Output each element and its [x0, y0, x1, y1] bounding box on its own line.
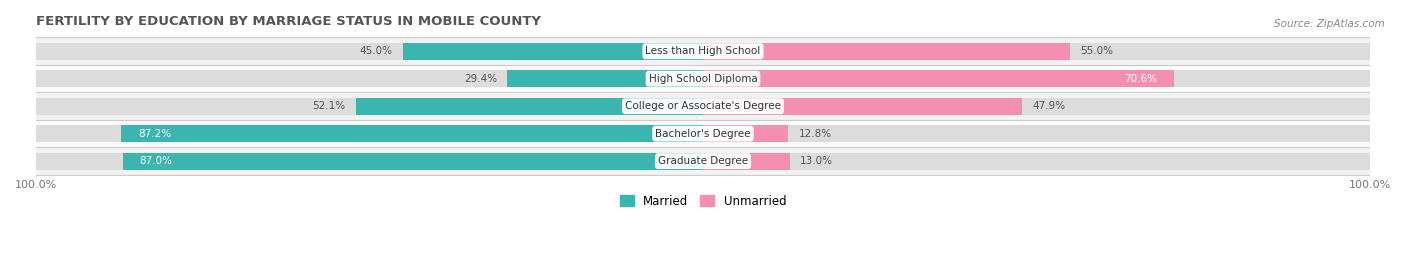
- Bar: [37, 98, 703, 115]
- Bar: [508, 70, 703, 87]
- Bar: [356, 98, 703, 115]
- Bar: [703, 70, 1369, 87]
- Bar: [703, 98, 1022, 115]
- Bar: [121, 125, 703, 142]
- Text: High School Diploma: High School Diploma: [648, 74, 758, 84]
- Text: 70.6%: 70.6%: [1125, 74, 1157, 84]
- Text: College or Associate's Degree: College or Associate's Degree: [626, 101, 780, 111]
- Bar: [703, 125, 789, 142]
- Text: 55.0%: 55.0%: [1080, 46, 1112, 56]
- Text: 13.0%: 13.0%: [800, 156, 832, 166]
- Text: 87.2%: 87.2%: [138, 129, 172, 139]
- Bar: [37, 120, 1369, 147]
- Bar: [703, 153, 790, 170]
- Bar: [37, 125, 703, 142]
- Text: Source: ZipAtlas.com: Source: ZipAtlas.com: [1274, 19, 1385, 29]
- Text: Bachelor's Degree: Bachelor's Degree: [655, 129, 751, 139]
- Text: 87.0%: 87.0%: [139, 156, 173, 166]
- Bar: [404, 43, 703, 60]
- Bar: [122, 153, 703, 170]
- Text: 47.9%: 47.9%: [1032, 101, 1066, 111]
- Text: 45.0%: 45.0%: [360, 46, 392, 56]
- Bar: [703, 98, 1369, 115]
- Bar: [37, 37, 1369, 65]
- Legend: Married, Unmarried: Married, Unmarried: [614, 190, 792, 213]
- Bar: [37, 153, 703, 170]
- Text: FERTILITY BY EDUCATION BY MARRIAGE STATUS IN MOBILE COUNTY: FERTILITY BY EDUCATION BY MARRIAGE STATU…: [37, 15, 541, 28]
- Bar: [703, 70, 1174, 87]
- Bar: [37, 70, 703, 87]
- Bar: [37, 93, 1369, 120]
- Bar: [703, 153, 1369, 170]
- Bar: [37, 43, 703, 60]
- Text: Graduate Degree: Graduate Degree: [658, 156, 748, 166]
- Text: 52.1%: 52.1%: [312, 101, 346, 111]
- Bar: [703, 43, 1070, 60]
- Bar: [37, 65, 1369, 93]
- Bar: [37, 147, 1369, 175]
- Text: Less than High School: Less than High School: [645, 46, 761, 56]
- Bar: [703, 43, 1369, 60]
- Text: 12.8%: 12.8%: [799, 129, 831, 139]
- Text: 29.4%: 29.4%: [464, 74, 496, 84]
- Bar: [703, 125, 1369, 142]
